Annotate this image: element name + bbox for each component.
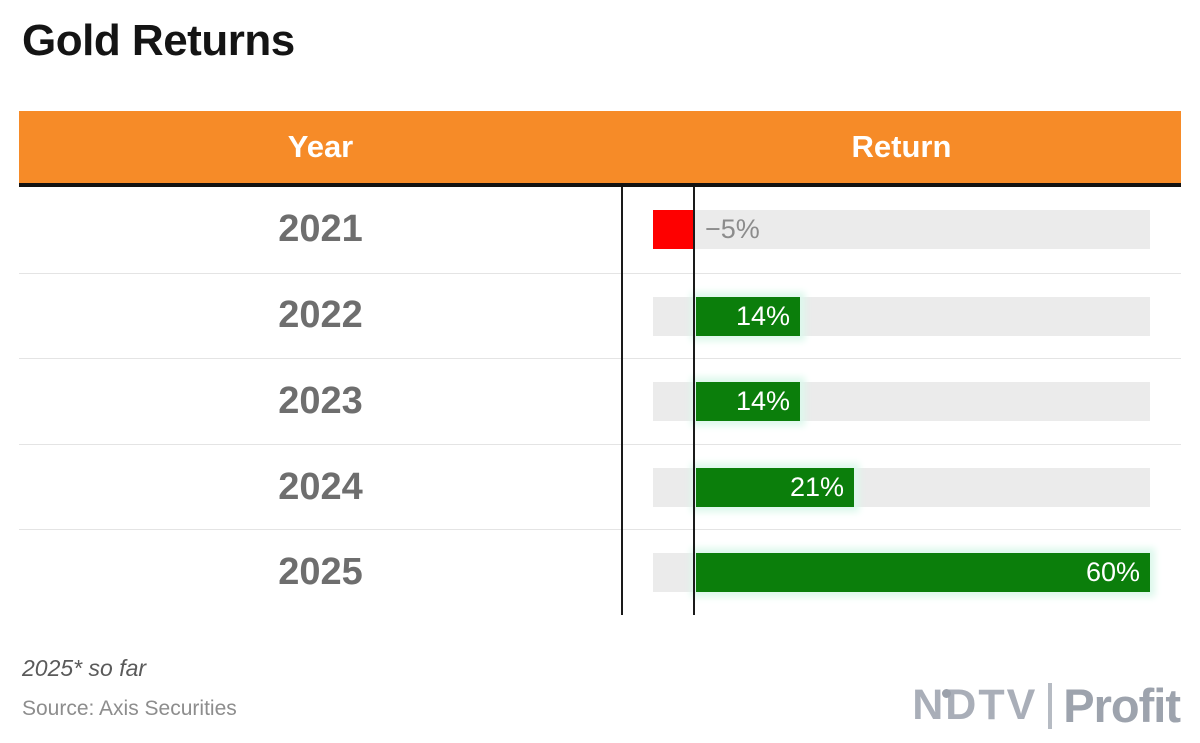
table-body: 2021 −5% 2022 14% 2023 14% 2024 21% 2025 60% xyxy=(19,187,1181,615)
logo-separator-bar xyxy=(1048,682,1053,729)
positive-return-bar: 14% xyxy=(696,382,800,422)
footnote: 2025* so far xyxy=(22,655,147,681)
positive-return-bar: 14% xyxy=(696,296,800,336)
bar-track xyxy=(653,210,1150,249)
positive-return-bar: 21% xyxy=(696,467,854,507)
ndtv-wordmark: NDTV xyxy=(912,681,1038,729)
year-label: 2021 xyxy=(278,208,363,251)
table-row: 2023 14% xyxy=(19,358,1181,444)
table-row: 2021 −5% xyxy=(19,187,1181,273)
table-row: 2022 14% xyxy=(19,272,1181,359)
year-label: 2024 xyxy=(278,465,363,508)
page-title: Gold Returns xyxy=(22,16,295,65)
bar-value-label: 14% xyxy=(735,300,790,331)
column-header-return: Return xyxy=(851,129,952,164)
bar-value-label: 14% xyxy=(735,386,790,417)
ndtv-logo-text: NDTV xyxy=(912,681,1037,730)
positive-return-bar: 60% xyxy=(696,553,1150,593)
negative-return-bar xyxy=(653,210,693,249)
returns-table: Year Return 2021 −5% 2022 14% 2023 14% 2024 21%… xyxy=(19,111,1181,615)
zero-axis-line xyxy=(693,187,695,615)
year-label: 2025 xyxy=(278,551,363,594)
profit-wordmark: Profit xyxy=(1063,679,1181,732)
ndtv-logo-dot-icon xyxy=(942,689,952,698)
column-header-year: Year xyxy=(287,129,354,164)
table-row: 2024 21% xyxy=(19,443,1181,530)
year-label: 2022 xyxy=(278,294,363,337)
year-label: 2023 xyxy=(278,379,363,422)
bar-value-label: 21% xyxy=(789,471,844,502)
source-credit: Source: Axis Securities xyxy=(22,697,237,720)
bar-value-label: −5% xyxy=(705,214,760,244)
ndtv-profit-logo: NDTV Profit xyxy=(912,678,1181,733)
table-row: 2025 60% xyxy=(19,529,1181,615)
table-header-row: Year Return xyxy=(19,111,1181,187)
column-divider-line xyxy=(621,187,623,615)
bar-value-label: 60% xyxy=(1085,557,1140,588)
